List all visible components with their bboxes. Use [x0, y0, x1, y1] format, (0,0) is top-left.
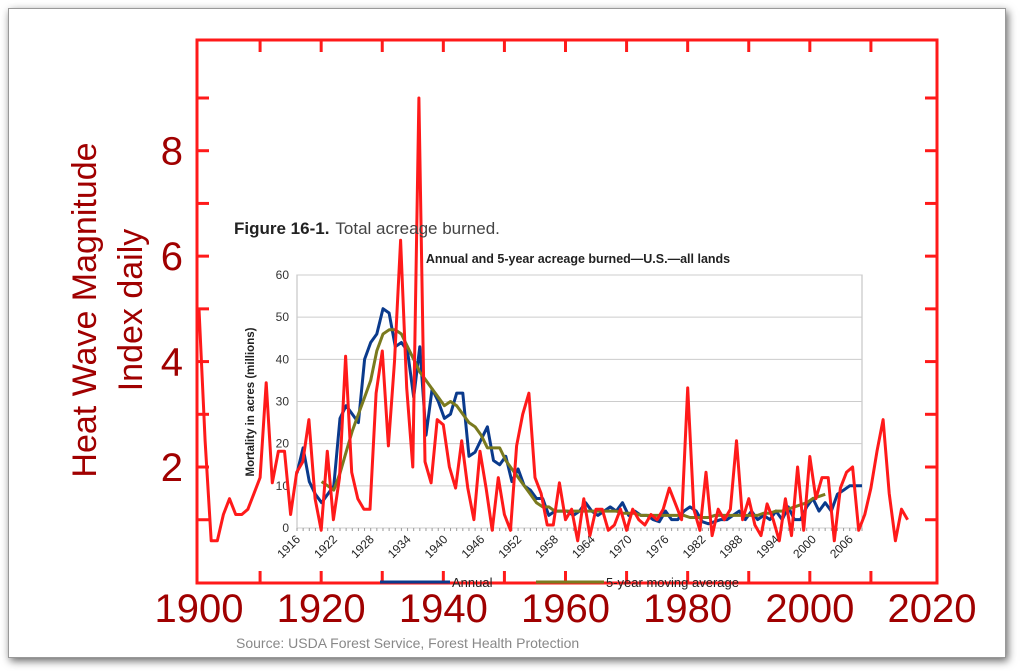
outer-y-tick-label: 8	[161, 130, 183, 174]
inner-y-tick-label: 10	[276, 479, 290, 493]
outer-y-axis-label: Heat Wave Magnitude Index daily	[66, 142, 150, 477]
outer-x-tick-label: 1940	[399, 587, 488, 631]
inner-x-tick-label: 1928	[348, 532, 377, 561]
y-label-line-2: Index daily	[112, 229, 150, 392]
inner-x-tick-label: 1940	[422, 532, 451, 561]
outer-x-tick-label: 1980	[643, 587, 732, 631]
inner-y-tick-label: 40	[276, 352, 290, 366]
outer-x-tick-label: 1920	[277, 587, 366, 631]
legend: Annual 5-year moving average	[380, 575, 739, 590]
inner-chart-title: Annual and 5-year acreage burned—U.S.—al…	[426, 252, 730, 266]
inner-y-tick-label: 60	[276, 268, 290, 282]
inner-x-tick-label: 1976	[643, 532, 672, 561]
source-note: Source: USDA Forest Service, Forest Heal…	[236, 635, 579, 651]
figure-title: Total acreage burned.	[335, 219, 499, 238]
inner-x-tick-label: 1916	[274, 532, 303, 561]
heat-wave-chart: 1900 1920 1940 1960 1980 2000 2020 2 4 6 8	[155, 38, 977, 631]
inner-y-tick-label: 0	[282, 521, 289, 535]
outer-y-tick-label: 2	[161, 446, 183, 490]
inner-x-tick-label: 1970	[606, 532, 635, 561]
inner-x-tick-label: 1934	[385, 532, 414, 561]
inner-x-tick-label: 1982	[680, 532, 709, 561]
outer-x-tick-label: 2000	[765, 587, 854, 631]
inner-y-tick-label: 50	[276, 310, 290, 324]
outer-x-tick-label: 2020	[888, 587, 977, 631]
inner-x-tick-label: 1988	[717, 532, 746, 561]
inner-x-tick-label: 1952	[495, 532, 524, 561]
outer-y-tick-label: 4	[161, 341, 183, 385]
inner-y-axis-label: Mortality in acres (millions)	[245, 327, 257, 476]
outer-x-tick-label: 1960	[521, 587, 610, 631]
inner-y-tick-label: 30	[276, 395, 290, 409]
inner-x-tick-label: 2006	[827, 532, 856, 561]
outer-y-tick-label: 6	[161, 235, 183, 279]
figure-label: Figure 16-1. Total acreage burned.	[234, 219, 500, 238]
inner-x-tick-label: 2000	[790, 532, 819, 561]
legend-moving-average-label: 5-year moving average	[606, 575, 739, 590]
outer-x-tick-label: 1900	[155, 587, 244, 631]
inner-x-tick-label: 1958	[532, 532, 561, 561]
figure-number: Figure 16-1.	[234, 219, 329, 238]
y-label-line-1: Heat Wave Magnitude	[66, 142, 104, 477]
legend-annual-label: Annual	[452, 575, 493, 590]
inner-y-tick-label: 20	[276, 437, 290, 451]
heat-wave-series-line	[197, 96, 909, 543]
inner-x-tick-label: 1922	[311, 532, 340, 561]
inner-x-tick-label: 1964	[569, 532, 598, 561]
inner-x-tick-label: 1946	[459, 532, 488, 561]
